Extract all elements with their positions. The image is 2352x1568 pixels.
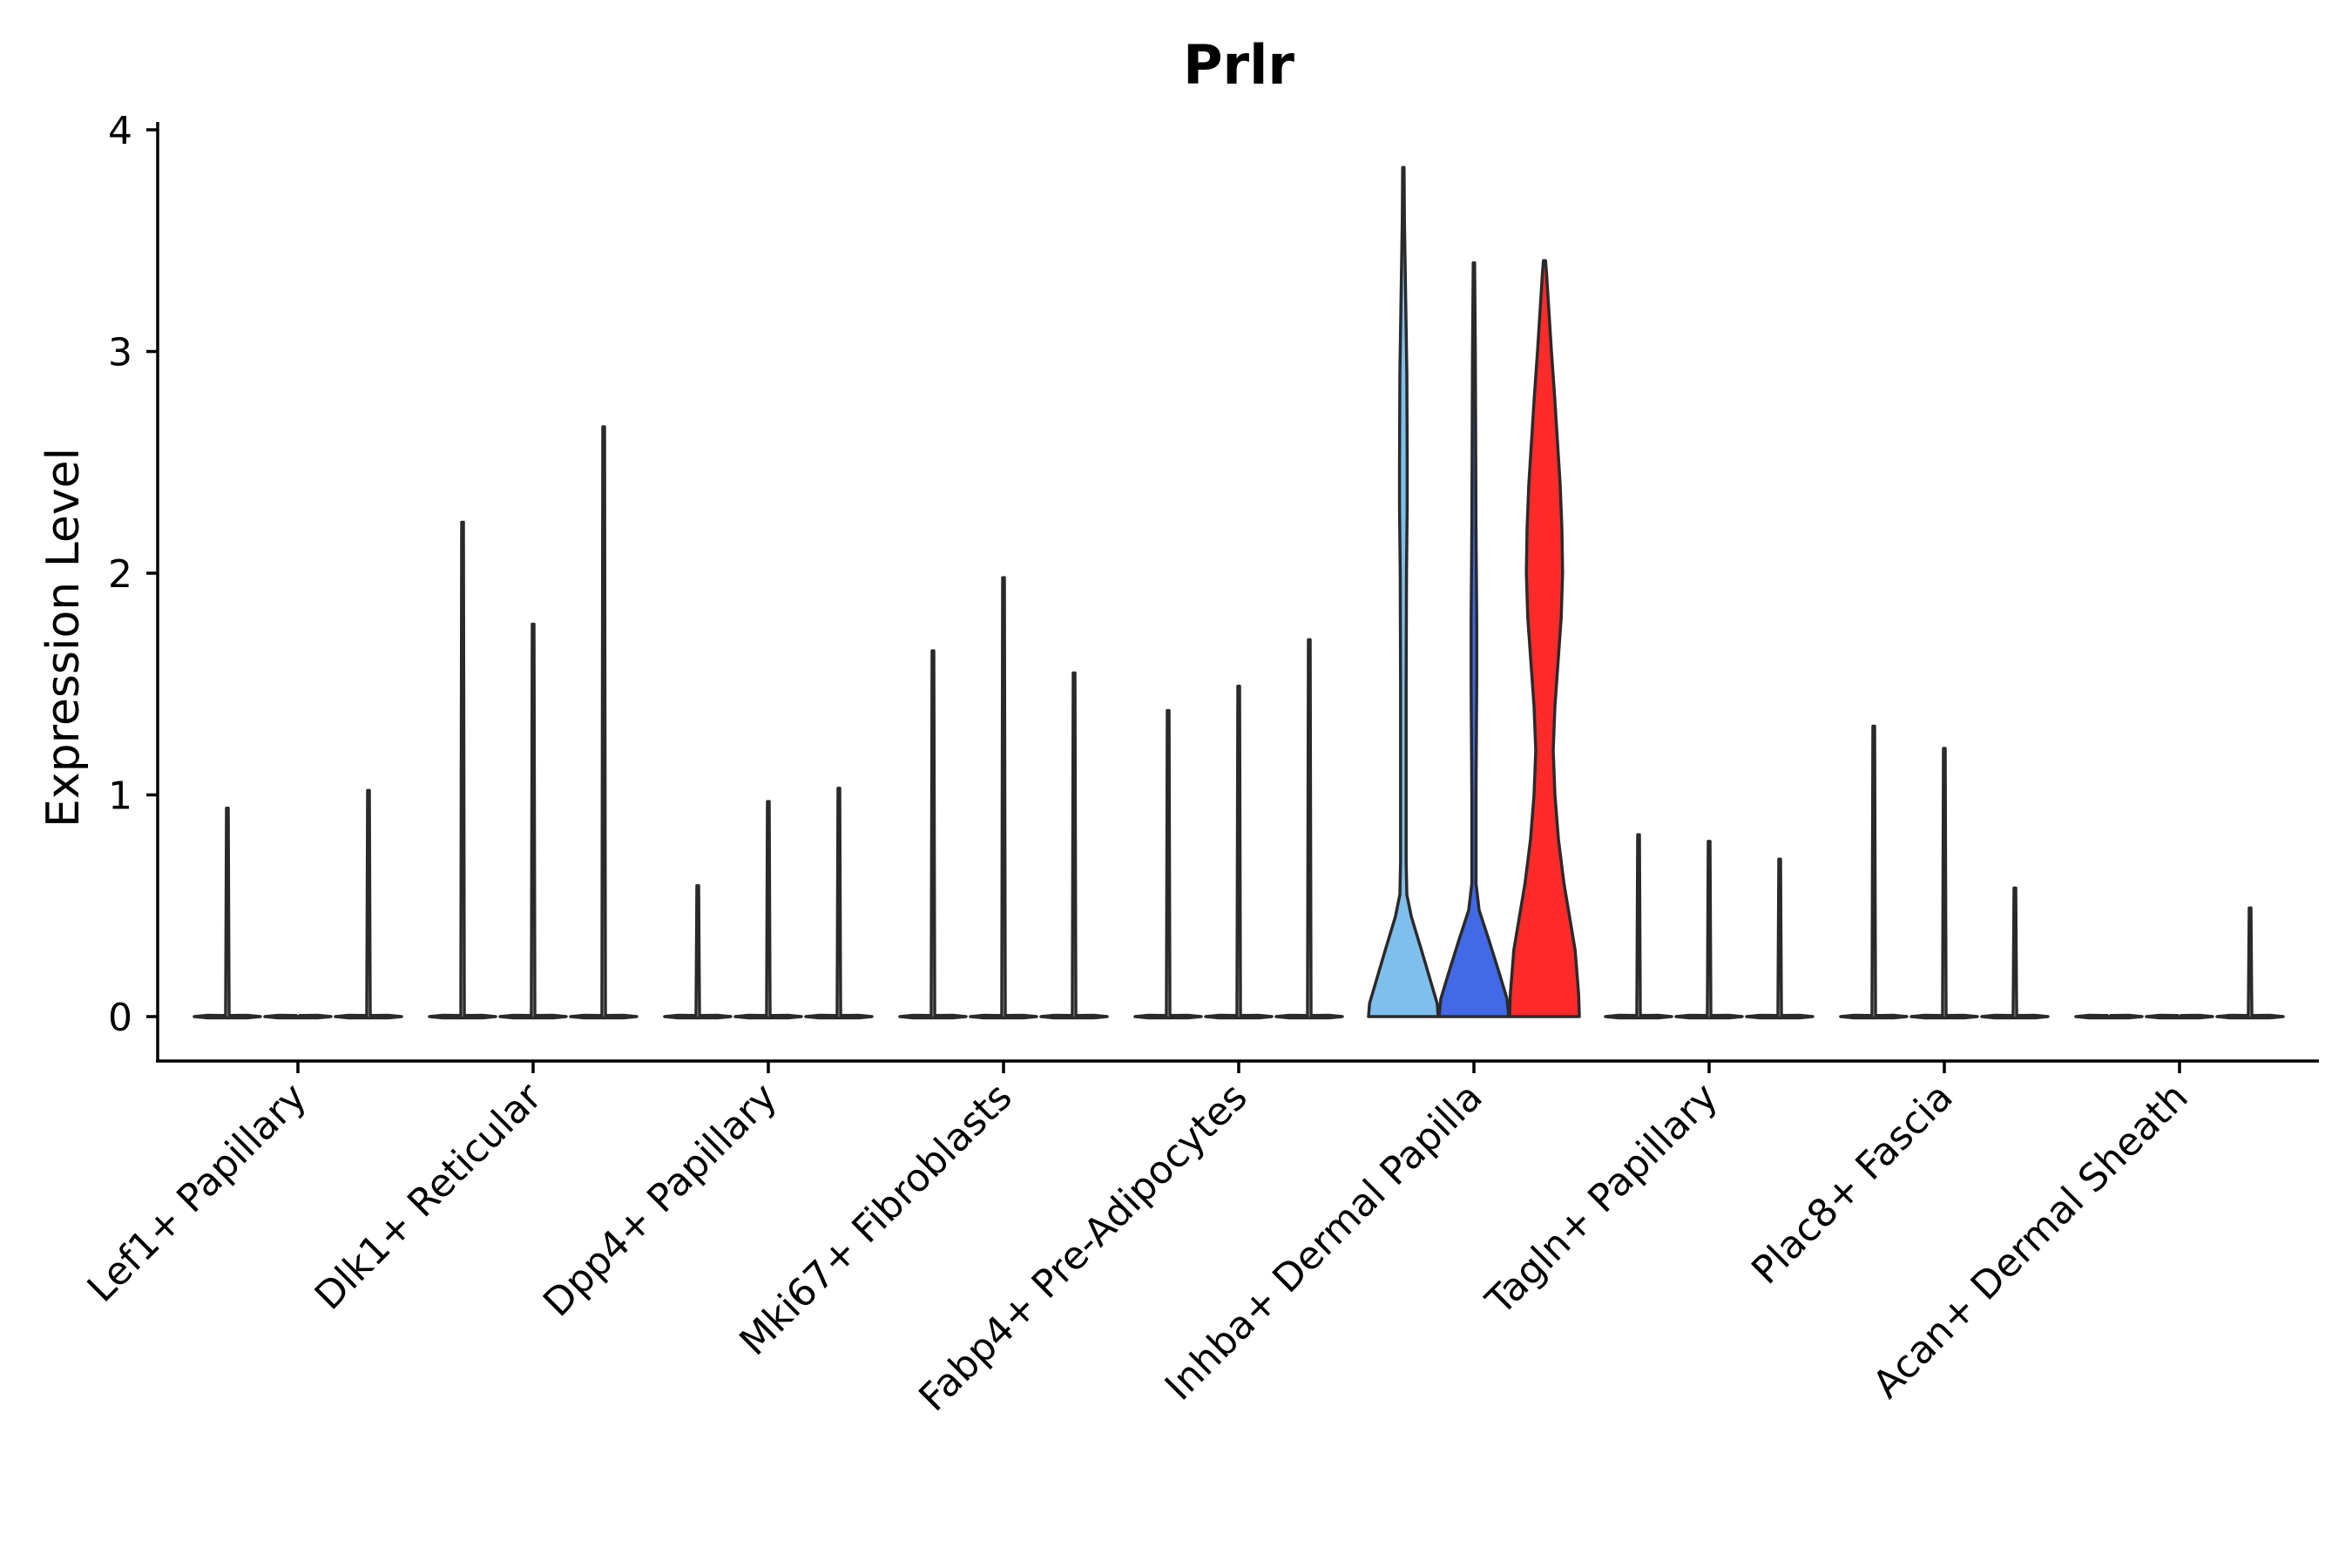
violin-plac8-fascia-1	[1839, 724, 1909, 1020]
violin-tagln-papillary-2	[1674, 840, 1744, 1020]
violin-dpp4-papillary-1	[663, 884, 733, 1020]
y-tick-label: 0	[108, 996, 132, 1040]
violin-inhba-dermal-papilla-1	[1367, 166, 1440, 1018]
violin-dpp4-papillary-3	[804, 787, 874, 1020]
violin-inhba-dermal-papilla-2	[1437, 260, 1511, 1018]
y-axis: 0 1 2 3 4	[108, 109, 158, 1040]
violin-dpp4-papillary-2	[733, 800, 803, 1020]
violin-fabp4-pre-adipocytes-1	[1133, 709, 1203, 1020]
violin-lef1-papillary-3	[334, 788, 403, 1020]
violin-inhba-dermal-papilla-3	[1508, 259, 1581, 1018]
violin-plac8-fascia-2	[1909, 747, 1979, 1020]
violin-dlk1-reticular-3	[569, 425, 639, 1020]
y-tick-label: 1	[108, 774, 132, 819]
violin-dlk1-reticular-1	[428, 520, 497, 1020]
x-tick-label: Tagln+ Papillary	[1477, 1075, 1727, 1324]
violin-dlk1-reticular-2	[498, 622, 568, 1020]
violin-plac8-fascia-3	[1980, 886, 2050, 1020]
y-axis-label: Expression Level	[37, 448, 90, 828]
x-tick-label: Dlk1+ Reticular	[307, 1074, 551, 1319]
x-tick-label: Dpp4+ Papillary	[535, 1075, 786, 1326]
y-tick-label: 3	[108, 331, 132, 375]
violin-acan-dermal-sheath-2	[2145, 1013, 2214, 1020]
violin-tagln-papillary-3	[1745, 857, 1815, 1020]
x-tick-label: Plac8+ Fascia	[1743, 1075, 1962, 1294]
violin-mki67-fibroblasts-2	[969, 576, 1038, 1020]
violin-tagln-papillary-1	[1604, 833, 1673, 1020]
violin-lef1-papillary-2	[263, 1013, 333, 1020]
violin-acan-dermal-sheath-1	[2074, 1013, 2144, 1020]
chart-title: Prlr	[1183, 33, 1294, 97]
y-tick-label: 4	[108, 109, 132, 153]
violin-mki67-fibroblasts-1	[898, 649, 968, 1020]
violin-mki67-fibroblasts-3	[1039, 671, 1109, 1020]
violins	[193, 166, 2285, 1020]
violin-fabp4-pre-adipocytes-3	[1274, 638, 1344, 1020]
x-tick-label: Lef1+ Papillary	[79, 1075, 315, 1311]
violin-lef1-papillary-1	[193, 807, 262, 1020]
violin-acan-dermal-sheath-3	[2215, 906, 2285, 1020]
y-tick-label: 2	[108, 552, 132, 597]
violin-fabp4-pre-adipocytes-2	[1204, 685, 1274, 1020]
